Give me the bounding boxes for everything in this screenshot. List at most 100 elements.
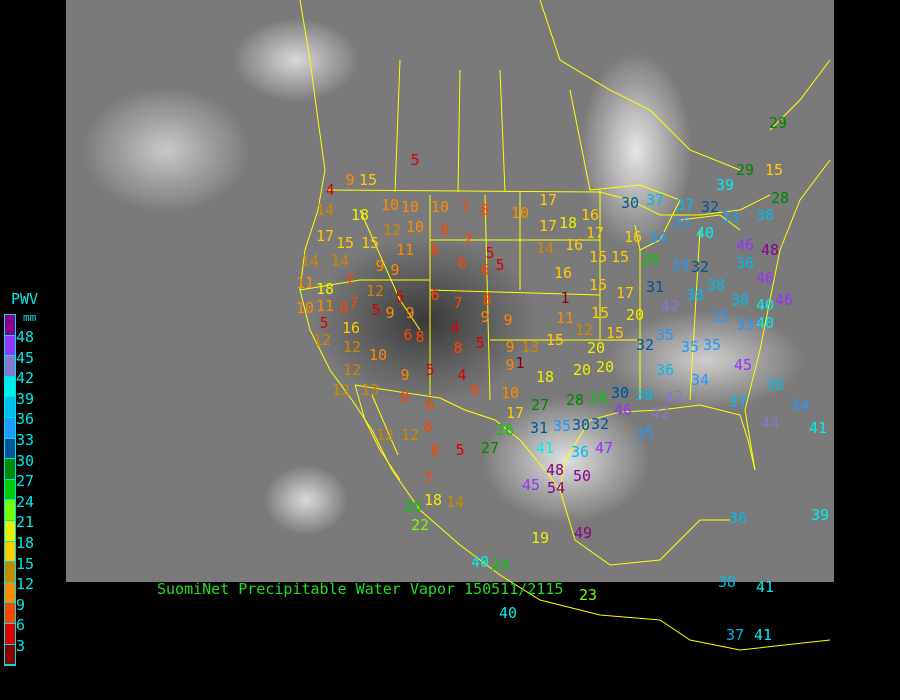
station-pwv-value: 10 — [431, 198, 449, 216]
legend-label: 45 — [16, 348, 35, 367]
station-pwv-value: 6 — [423, 418, 432, 436]
legend-label: 15 — [16, 554, 35, 573]
station-pwv-value: 33 — [736, 316, 754, 334]
legend-label: 12 — [16, 575, 35, 594]
station-pwv-value: 7 — [349, 294, 358, 312]
station-pwv-value: 54 — [547, 479, 565, 497]
station-pwv-value: 6 — [339, 299, 348, 317]
station-pwv-value: 14 — [301, 252, 319, 270]
station-pwv-value: 8 — [482, 291, 491, 309]
color-legend — [4, 314, 16, 667]
station-pwv-value: 34 — [691, 371, 709, 389]
state-lines — [299, 59, 701, 401]
station-pwv-value: 6 — [470, 381, 479, 399]
station-pwv-value: 9 — [405, 304, 414, 322]
station-pwv-value: 12 — [383, 221, 401, 239]
political-boundaries — [299, 0, 831, 651]
station-pwv-value: 32 — [701, 198, 719, 216]
legend-label: 21 — [16, 513, 35, 532]
station-pwv-value: 15 — [765, 161, 783, 179]
station-pwv-value: 29 — [769, 114, 787, 132]
station-pwv-value: 6 — [403, 326, 412, 344]
station-pwv-value: 1 — [560, 289, 569, 307]
station-pwv-value: 48 — [546, 461, 564, 479]
station-pwv-value: 38 — [718, 573, 736, 591]
station-pwv-value: 20 — [626, 306, 644, 324]
station-pwv-value: 13 — [521, 338, 539, 356]
station-pwv-value: 18 — [559, 214, 577, 232]
station-pwv-value: 44 — [761, 414, 779, 432]
legend-swatch — [5, 417, 15, 439]
station-pwv-value: 41 — [809, 419, 827, 437]
station-pwv-value: 16 — [554, 264, 572, 282]
station-pwv-value: 24 — [491, 556, 509, 574]
legend-swatch — [5, 376, 15, 398]
station-pwv-value: 23 — [579, 586, 597, 604]
station-pwv-value: 5 — [475, 334, 484, 352]
station-pwv-value: 48 — [761, 241, 779, 259]
station-pwv-value: 28 — [566, 391, 584, 409]
station-pwv-value: 4 — [325, 181, 334, 199]
station-pwv-value: 40 — [471, 553, 489, 571]
station-pwv-value: 7 — [453, 294, 462, 312]
legend-swatch — [5, 438, 15, 460]
station-pwv-value: 26 — [641, 251, 659, 269]
station-pwv-value: 16 — [342, 319, 360, 337]
station-pwv-value: 12 — [343, 338, 361, 356]
station-pwv-value: 37 — [676, 196, 694, 214]
station-pwv-value: 11 — [316, 297, 334, 315]
station-pwv-value: 11 — [396, 241, 414, 259]
legend-unit: mm — [23, 311, 37, 324]
station-pwv-value: 33 — [671, 256, 689, 274]
station-pwv-value: 50 — [573, 467, 591, 485]
station-pwv-value: 9 — [375, 257, 384, 275]
station-pwv-value: 5 — [410, 151, 419, 169]
station-pwv-value: 38 — [731, 291, 749, 309]
station-pwv-value: 5 — [395, 288, 404, 306]
station-pwv-value: 13 — [361, 381, 379, 399]
station-pwv-value: 41 — [536, 439, 554, 457]
station-pwv-value: 38 — [686, 286, 704, 304]
station-pwv-value: 27 — [531, 396, 549, 414]
station-pwv-value: 36 — [736, 254, 754, 272]
station-pwv-value: 38 — [635, 386, 653, 404]
station-pwv-value: 18 — [316, 280, 334, 298]
station-pwv-value: 16 — [624, 228, 642, 246]
legend-label: 39 — [16, 389, 35, 408]
station-pwv-value: 14 — [536, 239, 554, 257]
station-pwv-value: 30 — [572, 416, 590, 434]
station-pwv-value: 15 — [359, 171, 377, 189]
station-pwv-value: 35 — [703, 336, 721, 354]
station-pwv-value: 15 — [589, 248, 607, 266]
station-pwv-value: 36 — [729, 509, 747, 527]
station-pwv-value: 38 — [707, 276, 725, 294]
station-pwv-value: 19 — [531, 529, 549, 547]
station-pwv-value: 32 — [691, 258, 709, 276]
station-pwv-value: 36 — [656, 361, 674, 379]
station-pwv-value: 14 — [331, 252, 349, 270]
legend-swatch — [5, 541, 15, 563]
station-pwv-value: 30 — [611, 384, 629, 402]
station-pwv-value: 22 — [411, 516, 429, 534]
station-pwv-value: 17 — [506, 404, 524, 422]
station-pwv-value: 18 — [536, 368, 554, 386]
station-pwv-value: 5 — [319, 314, 328, 332]
station-pwv-value: 8 — [415, 328, 424, 346]
station-pwv-value: 5 — [425, 361, 434, 379]
pacific-coastline — [299, 0, 831, 651]
legend-swatch — [5, 356, 15, 377]
station-pwv-value: 17 — [539, 217, 557, 235]
legend-label: 3 — [16, 637, 26, 655]
station-pwv-value: 15 — [546, 331, 564, 349]
station-pwv-value: 6 — [430, 286, 439, 304]
station-pwv-value: 15 — [589, 276, 607, 294]
station-pwv-value: 10 — [296, 299, 314, 317]
station-pwv-value: 11 — [556, 309, 574, 327]
station-pwv-value: 10 — [369, 346, 387, 364]
gulf-coast — [559, 404, 756, 566]
station-pwv-value: 4 — [457, 366, 466, 384]
station-pwv-value: 9 — [390, 261, 399, 279]
station-pwv-value: 35 — [553, 417, 571, 435]
legend-label: 42 — [16, 369, 35, 388]
station-pwv-value: 41 — [756, 578, 774, 596]
